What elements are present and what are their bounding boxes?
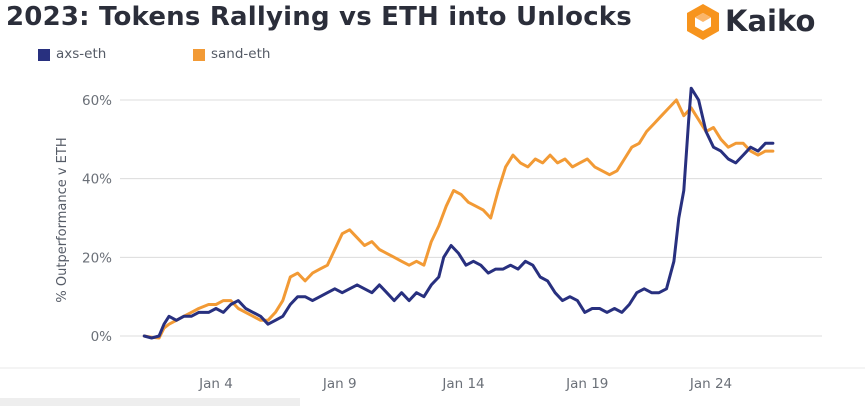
line-chart: 0% 20% 40% 60% Jan 4 Jan 9 Jan 14 Jan 19 Jan 24… (0, 86, 865, 392)
x-tick-label: Jan 14 (441, 376, 484, 392)
footer-source-bar (0, 398, 300, 406)
series-lines (142, 86, 775, 340)
x-tick-label: Jan 24 (689, 376, 732, 392)
y-axis-label: % Outperformance v ETH (55, 137, 70, 302)
y-tick-label: 0% (91, 329, 113, 345)
legend-label-axs-eth: axs-eth (56, 46, 107, 62)
gridlines (0, 99, 865, 369)
x-tick-labels: Jan 4 Jan 9 Jan 14 Jan 19 Jan 24 (198, 376, 732, 392)
x-tick-label: Jan 9 (322, 376, 357, 392)
chart-title: 2023: Tokens Rallying vs ETH into Unlock… (6, 2, 632, 32)
legend-swatch-sand-eth (193, 49, 205, 61)
y-tick-label: 20% (82, 250, 112, 266)
x-tick-label: Jan 4 (198, 376, 233, 392)
y-tick-labels: 0% 20% 40% 60% (82, 93, 112, 345)
series-line-axs-eth (142, 86, 775, 340)
legend-swatch-axs-eth (38, 49, 50, 61)
legend-label-sand-eth: sand-eth (211, 46, 271, 62)
x-tick-label: Jan 19 (565, 376, 608, 392)
series-line-sand-eth (142, 98, 775, 340)
brand-logo: Kaiko (683, 2, 863, 42)
y-tick-label: 60% (82, 93, 112, 109)
kaiko-logo-icon (687, 4, 719, 40)
y-tick-label: 40% (82, 172, 112, 188)
chart-legend: axs-eth sand-eth (38, 43, 638, 67)
brand-name: Kaiko (725, 4, 816, 38)
